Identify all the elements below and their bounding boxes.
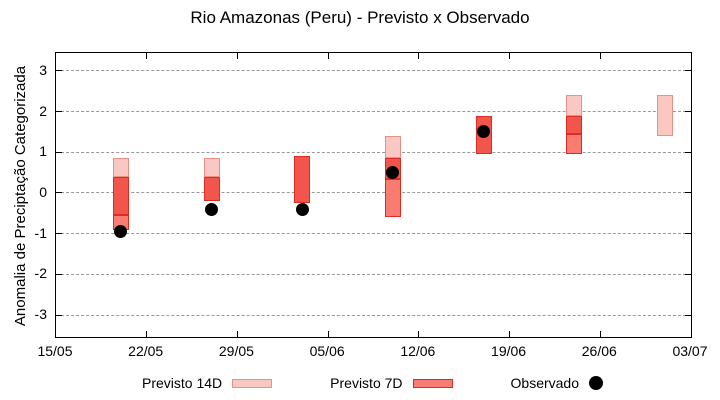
chart-title: Rio Amazonas (Peru) - Previsto x Observa… (190, 8, 530, 27)
y-tick-right (685, 273, 691, 275)
observado-dot (295, 202, 309, 216)
x-tick-label: 12/06 (400, 343, 436, 359)
y-tick-left (56, 111, 62, 113)
y-tick-label: -1 (34, 224, 47, 241)
previsto-7d-bar (566, 133, 583, 155)
x-tick-label: 05/06 (309, 343, 345, 359)
previsto-14d-bar (566, 95, 583, 116)
x-tick-top (146, 53, 148, 59)
legend: Previsto 14D Previsto 7D Observado (55, 370, 690, 396)
y-tick-label: -3 (34, 306, 47, 323)
y-tick-right (685, 111, 691, 113)
x-tick-bottom (690, 331, 692, 337)
y-tick-left (56, 273, 62, 275)
previsto-14d-bar (112, 158, 129, 177)
gridline-y--3 (56, 314, 691, 316)
x-tick-bottom (418, 331, 420, 337)
x-tick-bottom (146, 331, 148, 337)
x-tick-bottom (236, 331, 238, 337)
previsto-14d-bar (384, 136, 401, 159)
gridline-y-1 (56, 151, 691, 153)
previsto-overlap-bar (566, 115, 583, 134)
legend-label-previsto-7d: Previsto 7D (330, 375, 403, 391)
x-tick-bottom (509, 331, 511, 337)
x-tick-label: 22/05 (128, 343, 164, 359)
gridline-y-0 (56, 192, 691, 194)
plot-area (55, 52, 692, 338)
gridline-y-3 (56, 70, 691, 72)
y-tick-left (56, 192, 62, 194)
previsto-overlap-bar (294, 156, 311, 204)
x-tick-label: 15/05 (37, 343, 73, 359)
legend-label-previsto-14d: Previsto 14D (142, 375, 223, 391)
previsto-14d-bar (657, 95, 674, 136)
previsto-overlap-bar (112, 176, 129, 216)
y-tick-left (56, 70, 62, 72)
x-tick-bottom (327, 331, 329, 337)
y-tick-left (56, 314, 62, 316)
legend-item-previsto-14d: Previsto 14D (142, 375, 273, 391)
gridline-y--2 (56, 273, 691, 275)
legend-item-previsto-7d: Previsto 7D (330, 375, 453, 391)
observado-dot (114, 225, 128, 239)
y-tick-left (56, 233, 62, 235)
y-tick-label: 2 (39, 102, 47, 119)
y-tick-left (56, 151, 62, 153)
x-tick-top (599, 53, 601, 59)
x-tick-top (327, 53, 329, 59)
x-tick-label: 29/05 (218, 343, 254, 359)
y-tick-right (685, 233, 691, 235)
gridline-y--1 (56, 233, 691, 235)
previsto-14d-bar (203, 158, 220, 177)
previsto-14d-swatch-icon (232, 378, 273, 388)
x-tick-top (236, 53, 238, 59)
x-tick-top (509, 53, 511, 59)
legend-item-observado: Observado (511, 375, 603, 391)
previsto-7d-swatch-icon (412, 378, 453, 388)
y-tick-label: 3 (39, 61, 47, 78)
y-tick-right (685, 314, 691, 316)
previsto-overlap-bar (203, 176, 220, 202)
x-tick-top (418, 53, 420, 59)
y-tick-label: 1 (39, 143, 47, 160)
y-tick-right (685, 70, 691, 72)
x-tick-label: 03/07 (672, 343, 708, 359)
previsto-7d-bar (384, 178, 401, 218)
x-tick-top (690, 53, 692, 59)
legend-label-observado: Observado (510, 375, 579, 391)
observado-dot (477, 125, 491, 139)
y-tick-label: 0 (39, 183, 47, 200)
observado-dot (205, 202, 218, 216)
observado-dot (386, 166, 400, 180)
x-tick-bottom (599, 331, 601, 337)
x-tick-label: 19/06 (491, 343, 527, 359)
gridline-y-2 (56, 111, 691, 113)
x-tick-label: 26/06 (581, 343, 617, 359)
observado-dot-icon (589, 376, 603, 390)
y-tick-label: -2 (34, 265, 47, 282)
y-tick-right (685, 192, 691, 194)
y-tick-right (685, 151, 691, 153)
